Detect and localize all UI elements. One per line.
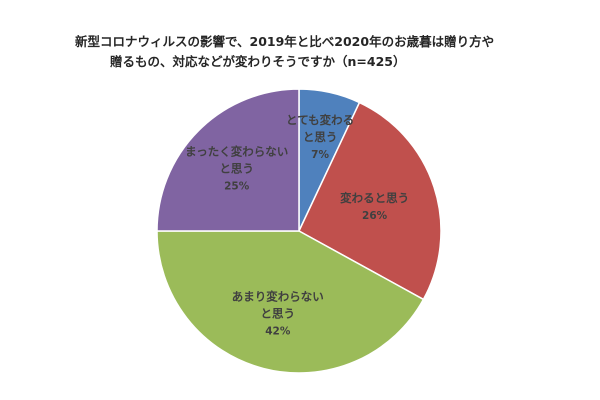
slice-label-line: と思う xyxy=(303,130,338,144)
slice-value-label: 26% xyxy=(362,210,388,222)
slice-value-label: 7% xyxy=(311,149,329,161)
pie-labels: とても変わると思う7%変わると思う26%あまり変わらないと思う42%まったく変わ… xyxy=(185,113,409,338)
slice-value-label: 25% xyxy=(224,181,250,193)
chart-title: 新型コロナウィルスの影響で、2019年と比べ2020年のお歳暮は贈り方や 贈るも… xyxy=(75,34,494,69)
pie-slice-4 xyxy=(156,88,300,232)
pie-slice-3 xyxy=(156,230,425,374)
slice-label-line: とても変わる xyxy=(286,113,354,127)
slice-label-line: まったく変わらない xyxy=(185,145,288,159)
pie-slices xyxy=(156,88,442,374)
pie-slice-label-2: 変わると思う 26% xyxy=(340,191,409,222)
chart-title-line-1: 新型コロナウィルスの影響で、2019年と比べ2020年のお歳暮は贈り方や xyxy=(75,34,494,49)
slice-label-line: あまり変わらない xyxy=(232,290,324,304)
slice-label-line: と思う xyxy=(261,307,296,321)
slice-label-line: 変わると思う xyxy=(340,191,409,205)
chart-title-line-2: 贈るもの、対応などが変わりそうですか（n=425） xyxy=(110,54,405,69)
slice-value-label: 42% xyxy=(265,326,291,338)
slice-label-line: と思う xyxy=(219,162,254,176)
